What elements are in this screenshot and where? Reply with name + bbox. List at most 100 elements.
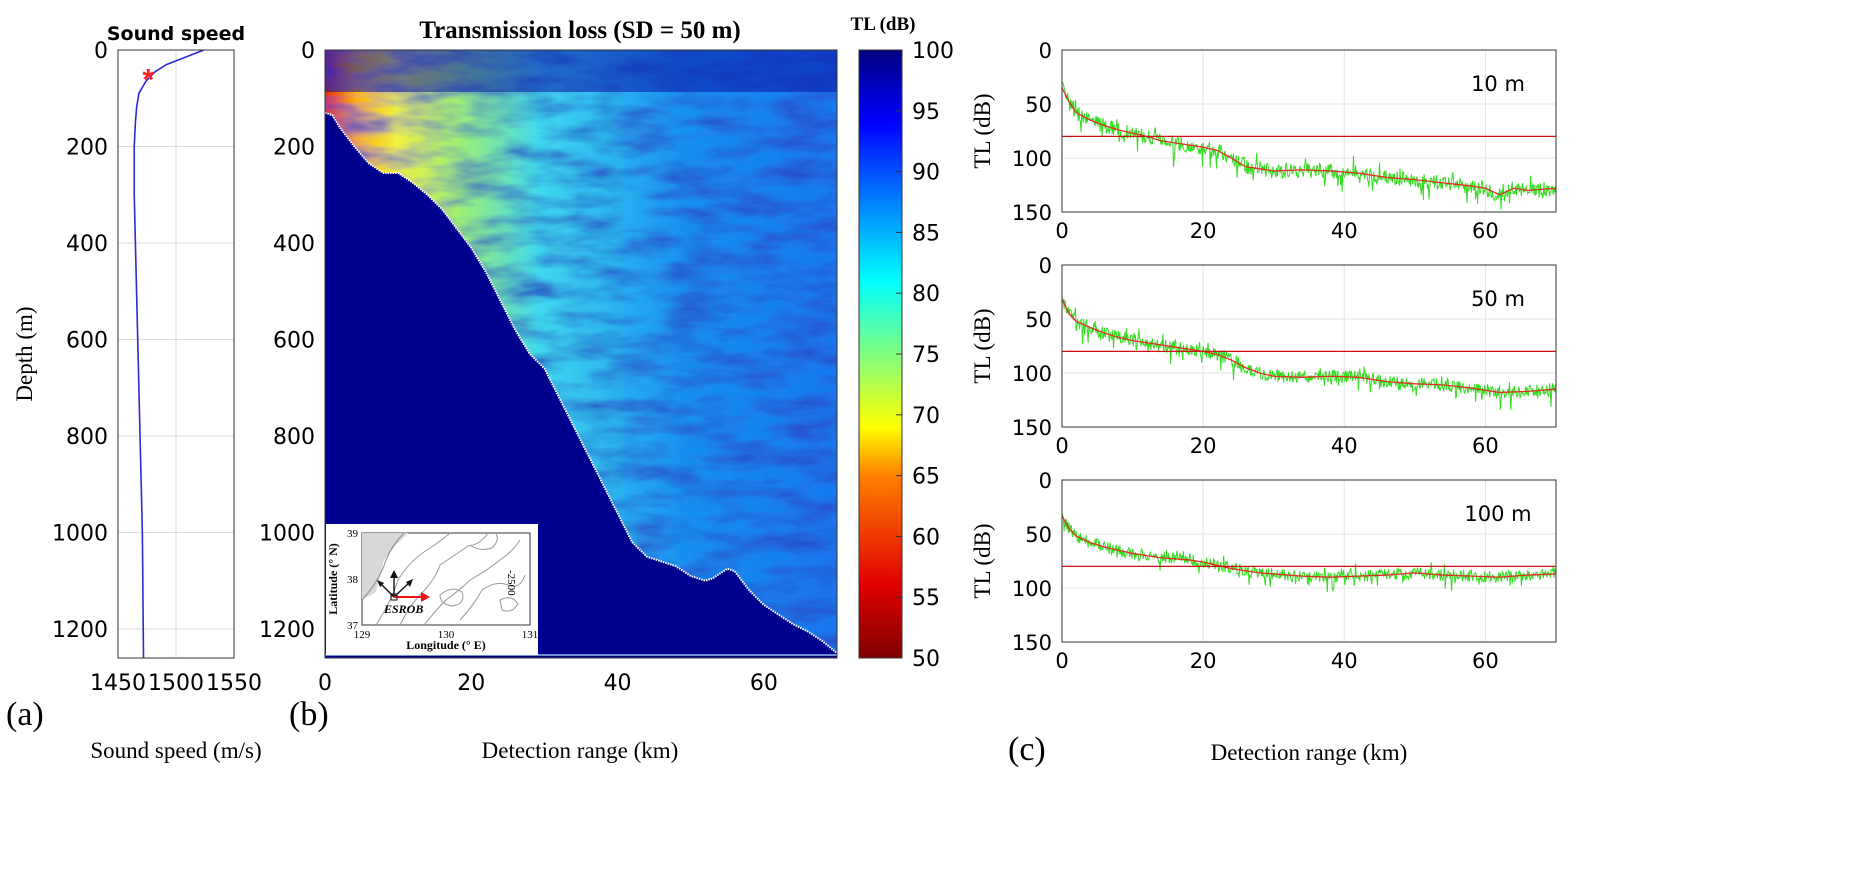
tl-depth-xtick-label: 40 xyxy=(1331,219,1358,243)
inset-ytick-label: 38 xyxy=(347,574,359,586)
tl-depth-axes-box xyxy=(1061,479,1557,643)
tl-colorbar xyxy=(858,49,903,659)
tl-axes-box xyxy=(324,49,838,659)
sound-speed-panel: * 1450 1500 1550 0 200 400 600 800 1000 1200 Soun… xyxy=(12,23,262,763)
tl-depth-ylabel: TL (dB) xyxy=(970,523,995,598)
tl-depth-xtick-label: 60 xyxy=(1472,219,1499,243)
tl-depth-xtick-label: 0 xyxy=(1055,434,1068,458)
sound-speed-ytick-label: 0 xyxy=(94,39,108,64)
inset-xlabel: Longitude (° E) xyxy=(406,638,485,652)
tl-depth-ytick-label: 0 xyxy=(1039,469,1052,493)
colorbar-tick-label: 95 xyxy=(912,100,940,125)
tl-depth-annotation: 100 m xyxy=(1464,502,1531,526)
panel-label-b: (b) xyxy=(289,696,329,733)
inset-station-label: ESROB xyxy=(383,602,423,616)
inset-contour-label: -2500 xyxy=(505,570,517,596)
tl-depth-xtick-label: 20 xyxy=(1190,649,1217,673)
tl-ytick-label: 0 xyxy=(301,39,315,64)
sound-speed-ytick-label: 400 xyxy=(66,232,108,257)
source-depth-marker: * xyxy=(142,64,154,97)
tl-depth-xtick-label: 0 xyxy=(1055,219,1068,243)
colorbar-label: TL (dB) xyxy=(851,14,916,35)
tl-depth-ylabel: TL (dB) xyxy=(970,93,995,168)
sound-speed-title: Sound speed xyxy=(107,23,245,45)
tl-field xyxy=(325,50,837,654)
sound-speed-ticks: 1450 1500 1550 0 200 400 600 800 1000 1200 xyxy=(52,39,262,696)
tl-depth-xtick-label: 60 xyxy=(1472,649,1499,673)
inset-ytick-label: 37 xyxy=(347,620,359,632)
tl-depth-ytick-label: 150 xyxy=(1012,416,1052,440)
inset-contour-4 xyxy=(459,574,526,621)
inset-map: ESROB -2500 129 130 131 37 38 39 Longitude (°… xyxy=(326,524,538,655)
inset-ytick-label: 39 xyxy=(347,528,359,540)
panel-label-a: (a) xyxy=(6,696,44,733)
tl-ytick-label: 1200 xyxy=(259,618,315,643)
tl-depth-ytick-label: 50 xyxy=(1025,523,1052,547)
tl-depth-ytick-label: 150 xyxy=(1012,631,1052,655)
tl-depth-plot-3: 0 20 40 60 0 50 100 150 TL (dB) 100 m xyxy=(970,469,1557,673)
bathymetry-line xyxy=(325,111,837,654)
tl-raw-line xyxy=(1062,81,1556,210)
tl-ytick-label: 600 xyxy=(273,329,315,354)
tl-range-xlabel: Detection range (km) xyxy=(1211,740,1408,765)
tl-smoothed-line xyxy=(1062,299,1556,394)
colorbar-tick-label: 75 xyxy=(912,343,940,368)
inset-xtick-label: 131 xyxy=(522,629,539,641)
tl-ytick-label: 800 xyxy=(273,425,315,450)
tl-depth-plot-1: 0 20 40 60 0 50 100 150 TL (dB) 10 m xyxy=(970,39,1557,243)
inset-xtick-label: 129 xyxy=(354,629,371,641)
tl-depth-axes-box xyxy=(1061,264,1557,428)
tl-xlabel: Detection range (km) xyxy=(482,738,679,763)
tl-xtick-label: 60 xyxy=(750,671,778,696)
inset-ticks: 129 130 131 37 38 39 xyxy=(347,528,538,641)
tl-depth-ytick-label: 100 xyxy=(1012,147,1052,171)
tl-xtick-label: 0 xyxy=(318,671,332,696)
tl-smoothed-line xyxy=(1062,87,1556,196)
sound-speed-xtick-label: 1450 xyxy=(90,671,146,696)
tl-range-panels: 0 20 40 60 0 50 100 150 TL (dB) 10 m 0 20 40 60 0 50 100… xyxy=(970,39,1557,673)
sound-speed-xtick-label: 1500 xyxy=(148,671,204,696)
tl-depth-xtick-label: 0 xyxy=(1055,649,1068,673)
colorbar-tick-label: 90 xyxy=(912,161,940,186)
inset-arrowhead-nw xyxy=(377,580,384,587)
colorbar-tick-label: 50 xyxy=(912,647,940,672)
sound-speed-axes-box xyxy=(117,49,235,659)
sound-speed-grid xyxy=(117,49,235,658)
tl-xtick-label: 20 xyxy=(457,671,485,696)
tl-depth-xtick-label: 40 xyxy=(1331,434,1358,458)
colorbar-tick-label: 55 xyxy=(912,586,940,611)
colorbar-tick-label: 100 xyxy=(912,39,954,64)
inset-station-marker xyxy=(390,593,398,601)
sound-speed-ytick-label: 1200 xyxy=(52,618,108,643)
colorbar-tick-label: 60 xyxy=(912,525,940,550)
colorbar-tick-label: 85 xyxy=(912,221,940,246)
inset-contour-1 xyxy=(375,532,451,626)
tl-surface-shadow xyxy=(325,50,837,92)
inset-land xyxy=(362,533,408,625)
sound-speed-ytick-label: 200 xyxy=(66,136,108,161)
tl-ytick-label: 1000 xyxy=(259,522,315,547)
colorbar-tick-label: 70 xyxy=(912,404,940,429)
inset-contour-7 xyxy=(499,597,519,612)
colorbar-ticks: 50 55 60 65 70 75 80 85 90 95 100 xyxy=(896,39,954,672)
tl-depth-plot-2: 0 20 40 60 0 50 100 150 TL (dB) 50 m xyxy=(970,254,1557,458)
sound-speed-ytick-label: 800 xyxy=(66,425,108,450)
tl-depth-ytick-label: 150 xyxy=(1012,201,1052,225)
tl-raw-line xyxy=(1062,512,1556,593)
inset-ylabel: Latitude (° N) xyxy=(326,543,340,614)
tl-ytick-label: 200 xyxy=(273,136,315,161)
tl-depth-ytick-label: 100 xyxy=(1012,362,1052,386)
inset-contour-5 xyxy=(469,533,498,550)
tl-smoothed-line xyxy=(1062,515,1556,578)
tl-depth-xtick-label: 20 xyxy=(1190,434,1217,458)
inset-contour-3 xyxy=(423,539,521,626)
tl-raw-line xyxy=(1062,296,1556,411)
tl-depth-ytick-label: 100 xyxy=(1012,577,1052,601)
sound-speed-ytick-label: 1000 xyxy=(52,522,108,547)
inset-contour-2 xyxy=(399,532,489,626)
panel-label-c: (c) xyxy=(1008,731,1046,768)
tl-depth-ytick-label: 50 xyxy=(1025,308,1052,332)
